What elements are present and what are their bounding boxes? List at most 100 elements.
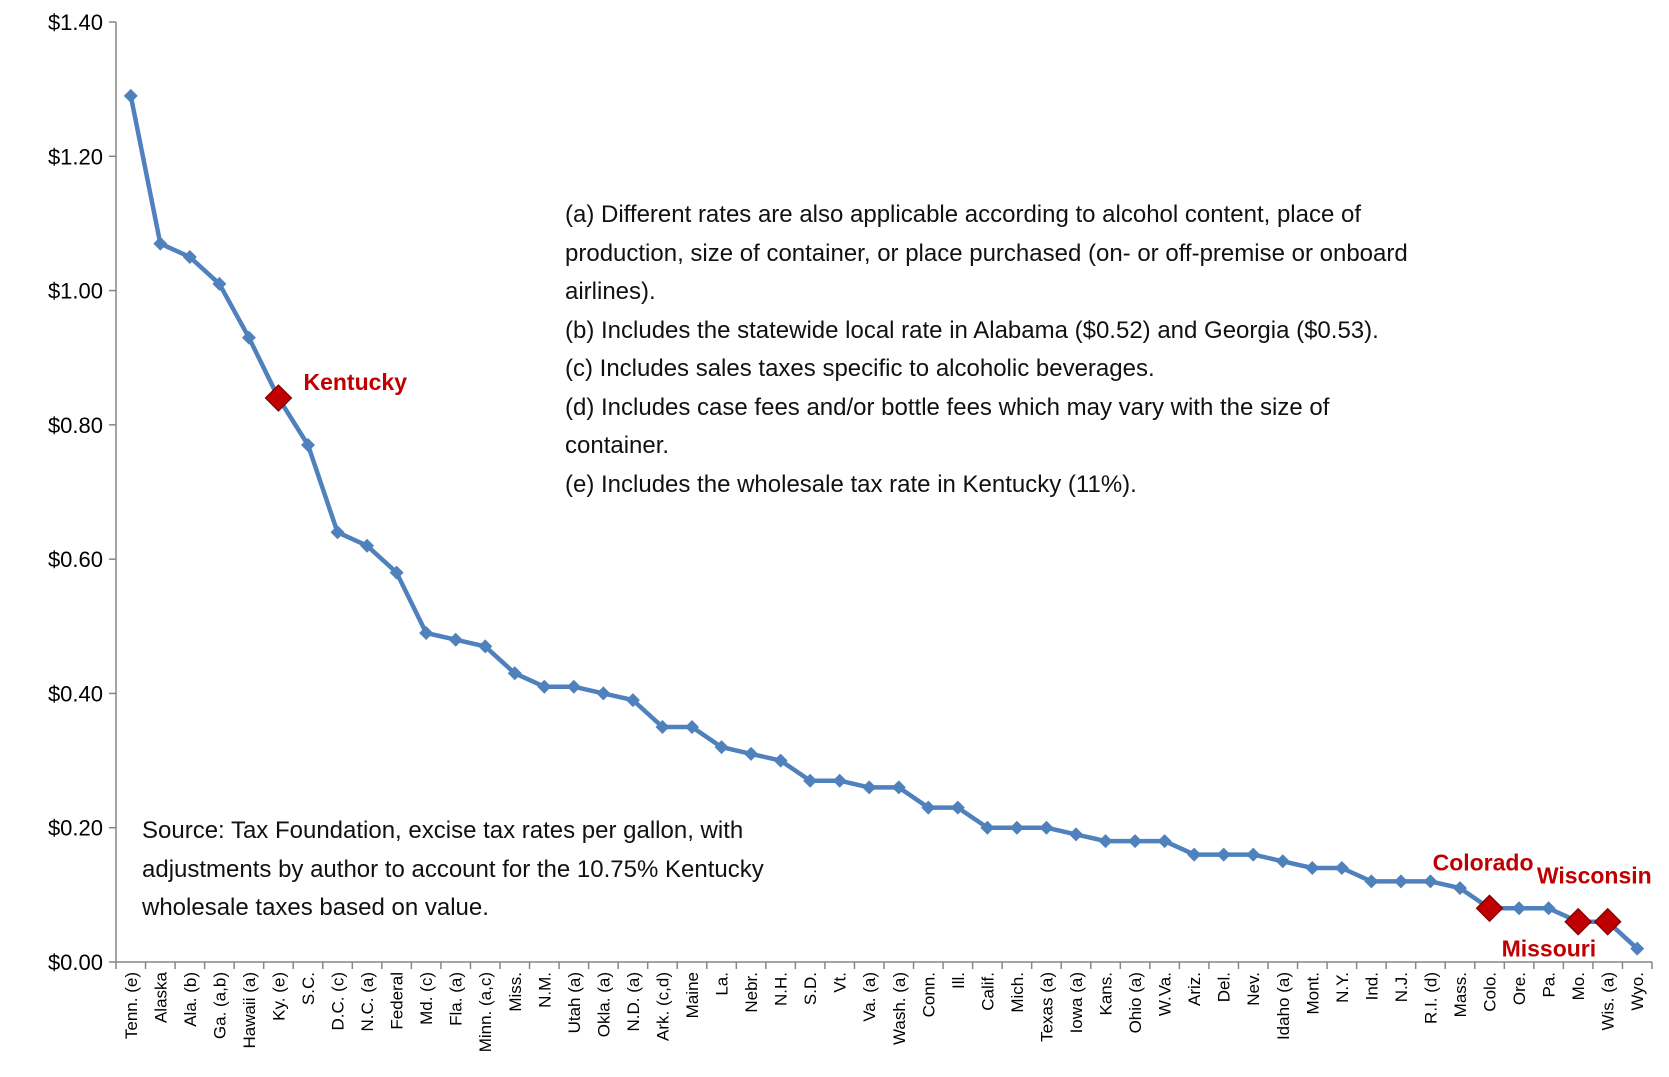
x-tick-label: Ala. (b) [181,972,200,1027]
x-tick-label: Ky. (e) [269,972,288,1021]
y-tick-label: $0.80 [48,413,103,438]
x-tick-label: Ohio (a) [1126,972,1145,1033]
x-tick-label: Mo. [1569,972,1588,1000]
data-point [950,800,965,815]
footnote-line: container. [565,432,670,459]
x-tick-label: Maine [683,972,702,1018]
data-point [212,276,227,291]
callout-label: Missouri [1502,936,1597,962]
y-tick-label: $1.20 [48,144,103,169]
x-tick-label: N.C. (a) [358,972,377,1032]
data-point [1512,901,1527,916]
y-tick-label: $0.60 [48,547,103,572]
x-tick-label: D.C. (c) [329,972,348,1031]
data-point [1098,834,1113,849]
x-tick-label: S.D. [801,972,820,1005]
x-tick-label: S.C. [299,972,318,1005]
data-point [773,753,788,768]
x-tick-label: Del. [1215,972,1234,1002]
x-tick-label: R.I. (d) [1421,972,1440,1024]
data-point [182,250,197,264]
data-point [1187,847,1202,862]
x-tick-label: Miss. [506,972,525,1012]
x-tick-label: Federal [388,972,407,1030]
data-point [360,538,375,553]
x-tick-label: Ore. [1510,972,1529,1005]
data-point [1275,854,1290,869]
x-tick-label: Utah (a) [565,972,584,1033]
x-axis-ticks: Tenn. (e) Alaska Ala. (b) Ga. (a,b) Hawaii (… [115,962,1653,1052]
data-point [478,639,493,654]
callout-labels: Kentucky Colorado Missouri Wisconsin [303,369,1651,962]
data-point [1393,874,1408,889]
data-point [448,632,463,647]
series-line [128,95,1639,951]
data-point [685,720,699,734]
data-point [507,666,522,681]
source-line: wholesale taxes based on value. [142,894,489,921]
data-point [714,740,729,755]
highlight-point [1593,907,1622,936]
x-tick-label: Colo. [1481,972,1500,1012]
y-tick-label: $0.40 [48,681,103,706]
x-tick-label: Idaho (a) [1274,972,1293,1040]
x-tick-label: Ind. [1362,972,1381,1000]
y-tick-label: $1.00 [48,279,103,304]
data-point [744,746,759,761]
x-tick-label: Wash. (a) [890,972,909,1045]
data-point [980,820,995,835]
x-tick-label: Texas (a) [1037,972,1056,1042]
source-line: adjustments by author to account for the… [142,855,764,883]
data-point [123,88,138,103]
data-point [862,780,877,795]
data-point [153,236,168,251]
x-tick-label: Md. (c) [417,972,436,1025]
footnote-line: (a) Different rates are also applicable … [565,201,1362,228]
x-tick-label: Va. (a) [860,972,879,1022]
footnote-line: (c) Includes sales taxes specific to alc… [565,355,1155,382]
x-tick-label: Ga. (a,b) [210,972,229,1039]
data-point [891,780,906,795]
data-point [832,773,847,788]
highlight-point [1564,907,1593,936]
footnote-line: production, size of container, or place … [565,239,1408,267]
data-point [1128,834,1143,849]
data-point [241,330,256,345]
x-tick-label: Mich. [1008,972,1027,1013]
series-line-group [123,88,1645,956]
data-point [1541,901,1556,916]
data-point [419,626,434,640]
x-tick-label: N.H. [772,972,791,1006]
data-point [1630,941,1645,956]
data-point [921,800,936,815]
data-point [1334,861,1349,875]
x-tick-label: Iowa (a) [1067,972,1086,1033]
x-tick-label: Wis. (a) [1599,972,1618,1031]
footnote-line: (e) Includes the wholesale tax rate in K… [565,470,1137,498]
highlight-point [264,384,293,412]
x-tick-label: Nebr. [742,972,761,1013]
data-point [1305,861,1320,875]
x-tick-label: La. [713,972,732,996]
source-line: Source: Tax Foundation, excise tax rates… [142,817,744,844]
x-tick-label: N.M. [535,972,554,1008]
data-point [330,525,345,540]
callout-label: Kentucky [303,369,407,395]
x-tick-label: N.J. [1392,972,1411,1002]
x-tick-label: Ark. (c,d) [653,972,672,1041]
data-point [803,773,818,788]
x-tick-label: Kans. [1097,972,1116,1015]
x-tick-label: Calif. [978,972,997,1011]
data-point [1364,874,1379,889]
x-tick-label: W.Va. [1156,972,1175,1016]
data-point [1039,820,1054,835]
x-tick-label: Nev. [1244,972,1263,1006]
data-point [301,438,315,452]
x-tick-label: Mass. [1451,972,1470,1017]
data-point [1157,834,1172,849]
x-tick-label: Okla. (a) [594,972,613,1037]
x-tick-label: Conn. [919,972,938,1017]
x-tick-label: Ariz. [1185,972,1204,1006]
x-tick-label: Alaska [151,971,170,1023]
y-axis-ticks: $0.00 $0.20 $0.40 $0.60 $0.80 $1.00 $1.20 $1.40 [48,10,116,975]
